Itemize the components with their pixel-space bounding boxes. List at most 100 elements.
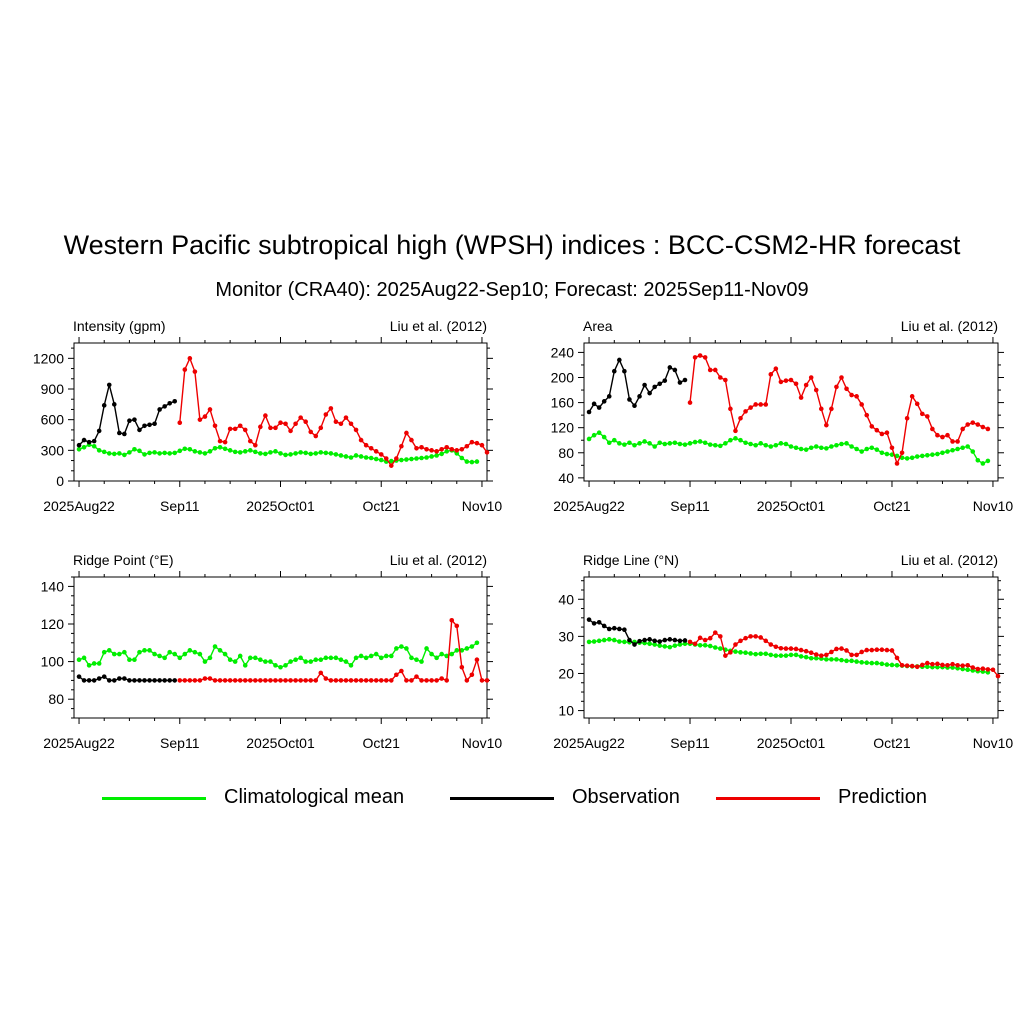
data-point-prediction <box>459 447 465 452</box>
data-point-observation <box>601 399 607 404</box>
data-point-prediction <box>363 442 369 448</box>
data-point-climatology <box>187 447 193 452</box>
data-point-climatology <box>829 444 834 449</box>
data-point-prediction <box>960 663 965 668</box>
data-point-prediction <box>358 678 364 683</box>
data-point-climatology <box>91 661 97 666</box>
data-point-climatology <box>132 447 137 452</box>
data-point-climatology <box>874 447 880 452</box>
data-point-observation <box>667 637 673 642</box>
data-point-climatology <box>288 659 293 664</box>
data-point-climatology <box>965 667 971 673</box>
panel-title: Intensity (gpm) <box>73 318 166 334</box>
data-point-prediction <box>743 635 748 641</box>
data-point-prediction <box>859 402 864 407</box>
data-point-observation <box>101 403 107 408</box>
series-climatology <box>586 637 991 675</box>
data-point-climatology <box>657 440 663 446</box>
x-tick-label: Oct21 <box>363 735 401 751</box>
data-point-climatology <box>263 659 268 664</box>
data-point-prediction <box>227 678 233 683</box>
data-point-prediction <box>834 384 839 390</box>
data-point-prediction <box>474 657 480 663</box>
data-point-climatology <box>308 659 314 664</box>
data-point-climatology <box>293 657 298 663</box>
x-tick-label: 2025Aug22 <box>553 735 625 751</box>
data-point-prediction <box>353 678 359 683</box>
data-point-climatology <box>945 449 950 454</box>
data-point-climatology <box>834 657 839 662</box>
data-point-prediction <box>212 678 218 683</box>
data-point-observation <box>91 438 97 444</box>
data-point-prediction <box>712 630 718 635</box>
data-point-observation <box>111 402 117 407</box>
data-point-observation <box>127 678 132 683</box>
data-point-observation <box>91 678 97 683</box>
data-point-climatology <box>429 651 434 657</box>
data-point-prediction <box>829 406 834 412</box>
data-point-climatology <box>167 649 172 655</box>
data-point-prediction <box>197 417 203 422</box>
data-point-prediction <box>187 356 193 361</box>
data-point-prediction <box>273 425 278 431</box>
data-point-climatology <box>894 663 900 668</box>
data-point-prediction <box>702 637 708 643</box>
data-point-prediction <box>383 678 389 683</box>
data-point-climatology <box>672 643 678 648</box>
data-point-prediction <box>469 439 475 445</box>
data-point-climatology <box>368 653 374 659</box>
data-point-prediction <box>207 676 213 681</box>
data-point-prediction <box>343 678 349 683</box>
data-point-prediction <box>879 431 885 437</box>
panel-source-note: Liu et al. (2012) <box>390 552 487 568</box>
data-point-observation <box>682 638 688 643</box>
data-point-prediction <box>970 420 976 425</box>
data-point-prediction <box>378 678 384 683</box>
data-point-prediction <box>419 444 424 450</box>
data-point-climatology <box>258 451 263 456</box>
data-point-climatology <box>914 454 920 459</box>
data-point-climatology <box>707 643 713 649</box>
data-point-climatology <box>429 454 434 459</box>
data-point-climatology <box>622 442 627 447</box>
data-point-observation <box>162 678 167 683</box>
data-point-observation <box>137 678 142 683</box>
data-point-climatology <box>207 655 213 661</box>
data-point-climatology <box>409 655 414 661</box>
data-point-prediction <box>288 428 293 434</box>
data-point-prediction <box>404 430 409 436</box>
data-point-climatology <box>283 663 288 668</box>
data-point-climatology <box>611 437 617 443</box>
data-point-prediction <box>368 445 374 451</box>
data-point-climatology <box>844 658 849 664</box>
data-point-climatology <box>293 451 298 456</box>
data-point-climatology <box>363 655 369 661</box>
data-point-prediction <box>758 402 764 407</box>
data-point-prediction <box>232 426 238 432</box>
data-point-climatology <box>394 646 399 651</box>
data-point-prediction <box>930 426 935 432</box>
data-point-climatology <box>202 451 208 456</box>
data-point-climatology <box>854 659 859 664</box>
y-tick-label: 120 <box>551 420 575 436</box>
data-point-observation <box>122 676 127 681</box>
data-point-climatology <box>955 446 960 452</box>
data-point-climatology <box>288 452 293 457</box>
data-point-prediction <box>389 678 394 683</box>
data-point-prediction <box>925 660 930 666</box>
data-point-prediction <box>278 420 283 426</box>
data-point-prediction <box>479 442 485 448</box>
data-point-climatology <box>177 655 183 661</box>
data-point-prediction <box>434 449 439 454</box>
data-point-climatology <box>111 651 117 657</box>
data-point-climatology <box>122 649 127 655</box>
data-point-prediction <box>399 443 404 449</box>
data-point-prediction <box>945 432 950 438</box>
data-point-prediction <box>788 377 794 383</box>
data-point-prediction <box>788 646 794 651</box>
data-point-climatology <box>273 663 278 668</box>
data-point-climatology <box>586 436 592 442</box>
data-point-climatology <box>142 648 147 653</box>
data-point-climatology <box>162 450 167 456</box>
data-point-prediction <box>253 678 258 683</box>
